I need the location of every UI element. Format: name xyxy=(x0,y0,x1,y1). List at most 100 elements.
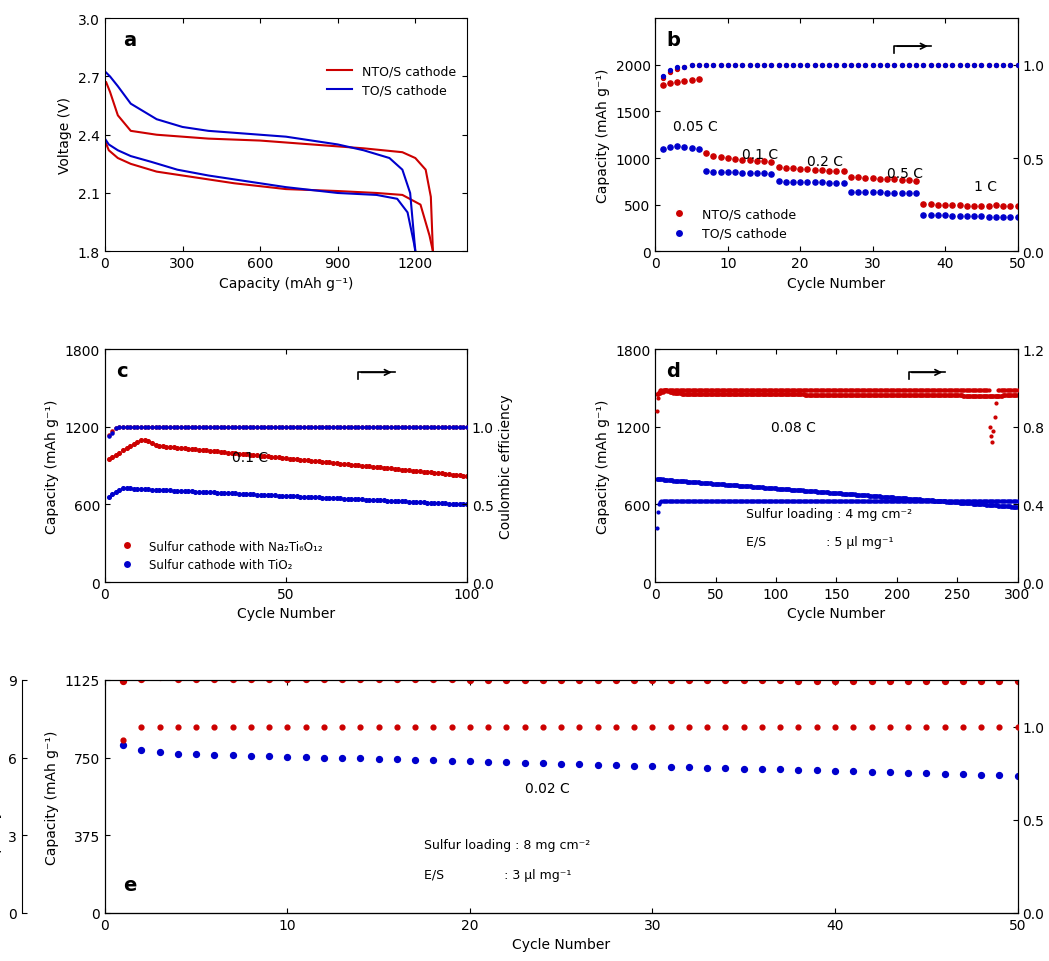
Point xyxy=(683,58,700,73)
Point xyxy=(1008,500,1025,515)
Point xyxy=(847,387,863,403)
Point xyxy=(894,382,911,398)
X-axis label: Cycle Number: Cycle Number xyxy=(788,277,885,290)
Point xyxy=(920,388,937,404)
Point xyxy=(732,382,749,398)
Point xyxy=(705,58,722,73)
Point xyxy=(694,382,711,398)
Point xyxy=(777,58,794,73)
Point xyxy=(907,186,924,202)
Point xyxy=(430,496,447,511)
Point xyxy=(927,382,944,398)
Point xyxy=(710,493,727,508)
Point xyxy=(662,382,679,398)
Point xyxy=(656,384,672,400)
Point xyxy=(795,382,812,398)
Point xyxy=(553,720,570,735)
Point xyxy=(676,60,692,75)
Point xyxy=(891,382,907,398)
Point xyxy=(880,493,897,508)
Point xyxy=(249,448,265,463)
Point xyxy=(881,382,898,398)
Point xyxy=(819,493,836,508)
Point xyxy=(882,388,899,404)
Point xyxy=(820,58,837,73)
Point xyxy=(656,382,672,398)
Point xyxy=(863,388,880,404)
Point xyxy=(918,493,935,508)
Point xyxy=(934,388,950,404)
Point xyxy=(907,58,924,73)
Point xyxy=(651,385,668,401)
Point xyxy=(940,388,957,404)
Point xyxy=(683,475,700,490)
Point xyxy=(977,388,993,404)
Point xyxy=(245,487,262,503)
Point xyxy=(863,764,880,779)
Point xyxy=(672,386,689,402)
Point xyxy=(114,420,131,435)
Point xyxy=(379,493,395,508)
Point xyxy=(695,386,712,402)
Point xyxy=(894,491,911,506)
Point xyxy=(383,420,400,435)
Point xyxy=(170,747,187,762)
Point xyxy=(718,493,734,508)
Point xyxy=(198,485,215,501)
Point xyxy=(842,58,859,73)
Point xyxy=(158,420,175,435)
Point xyxy=(655,71,671,86)
Point xyxy=(970,388,987,404)
Point xyxy=(840,387,857,403)
Point xyxy=(734,153,751,168)
Point xyxy=(371,493,388,508)
Point xyxy=(657,382,673,398)
Point xyxy=(894,493,911,508)
Point xyxy=(936,674,952,689)
Point xyxy=(451,468,468,483)
Point xyxy=(742,58,758,73)
Point xyxy=(983,498,1000,513)
Point xyxy=(994,388,1011,404)
Point xyxy=(980,209,997,225)
Point xyxy=(935,382,951,398)
Point xyxy=(398,494,414,509)
Point xyxy=(198,420,215,435)
Point xyxy=(343,420,360,435)
Point xyxy=(455,468,472,483)
Point xyxy=(727,58,744,73)
Point xyxy=(738,479,755,494)
Point xyxy=(209,485,226,501)
Point xyxy=(718,673,734,688)
Point xyxy=(328,491,345,506)
Point xyxy=(961,493,978,508)
Point xyxy=(819,485,836,501)
Point xyxy=(219,486,236,502)
Point xyxy=(939,493,956,508)
Point xyxy=(850,58,866,73)
Point xyxy=(922,382,939,398)
Point xyxy=(929,58,946,73)
Point xyxy=(986,493,1003,508)
Y-axis label: Coulombic efficiency: Coulombic efficiency xyxy=(499,394,513,538)
Point xyxy=(325,420,342,435)
Point xyxy=(881,674,898,689)
Point xyxy=(711,387,728,403)
Point xyxy=(710,382,727,398)
Point xyxy=(691,386,708,402)
Point xyxy=(918,382,935,398)
Point xyxy=(713,477,730,492)
Point xyxy=(278,451,295,466)
Point xyxy=(672,474,689,489)
Point xyxy=(785,161,801,177)
Point xyxy=(820,485,837,501)
Point xyxy=(390,494,407,509)
Point xyxy=(689,382,706,398)
Point xyxy=(745,493,762,508)
Point xyxy=(926,388,943,404)
Point xyxy=(943,388,960,404)
Point xyxy=(930,382,947,398)
Point xyxy=(966,382,983,398)
Point xyxy=(961,496,978,511)
Point xyxy=(704,387,721,403)
